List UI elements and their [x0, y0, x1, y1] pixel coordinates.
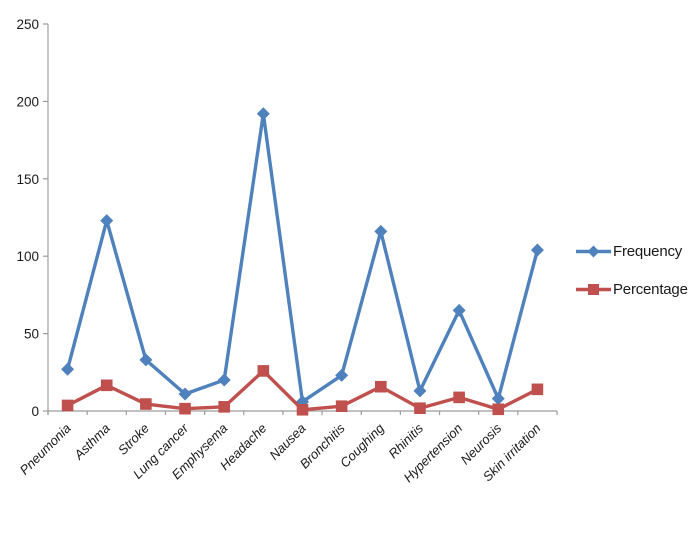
percentage-marker: [375, 380, 387, 393]
frequency-marker: [374, 224, 388, 238]
y-tick-label: 250: [16, 17, 39, 32]
frequency-legend-marker-icon: [576, 245, 611, 258]
frequency-marker: [413, 384, 427, 398]
legend-label-percentage: Percentage: [613, 281, 688, 298]
frequency-marker: [256, 107, 270, 121]
percentage-legend-marker: [588, 284, 599, 295]
frequency-marker: [530, 243, 544, 257]
x-category-label: Asthma: [70, 421, 112, 463]
percentage-legend-marker-icon: [576, 284, 611, 295]
legend-item-frequency: Frequency: [576, 243, 688, 260]
percentage-marker: [335, 400, 348, 413]
x-category-label: Pneumonia: [17, 421, 74, 478]
percentage-marker: [414, 402, 426, 415]
frequency-marker: [61, 362, 75, 376]
y-tick-label: 0: [31, 404, 39, 419]
percentage-marker: [296, 403, 309, 416]
legend-item-percentage: Percentage: [576, 281, 688, 298]
frequency-legend-marker: [587, 245, 600, 258]
percentage-marker: [531, 383, 544, 396]
percentage-marker: [100, 379, 113, 392]
percentage-series: [61, 365, 544, 416]
percentage-marker: [218, 401, 230, 413]
percentage-marker: [140, 398, 152, 410]
percentage-marker: [492, 403, 505, 416]
y-tick-label: 50: [24, 327, 39, 342]
frequency-marker: [100, 214, 114, 228]
frequency-marker: [491, 392, 505, 406]
percentage-marker: [453, 391, 465, 404]
frequency-marker: [335, 368, 349, 382]
chart-legend: Frequency Percentage: [576, 243, 688, 298]
frequency-line: [65, 112, 540, 404]
y-tick-label: 200: [16, 94, 39, 109]
frequency-marker: [217, 373, 231, 387]
frequency-marker: [139, 353, 153, 367]
percentage-marker: [257, 365, 270, 377]
frequency-marker: [452, 303, 466, 317]
y-tick-label: 100: [16, 249, 39, 264]
percentage-marker: [61, 399, 74, 412]
x-category-label: Coughing: [337, 420, 388, 471]
legend-label-frequency: Frequency: [613, 243, 683, 260]
frequency-marker: [178, 387, 192, 401]
y-tick-label: 150: [16, 172, 39, 187]
x-category-label: Stroke: [115, 421, 152, 458]
percentage-marker: [179, 402, 191, 415]
frequency-series: [61, 107, 544, 409]
